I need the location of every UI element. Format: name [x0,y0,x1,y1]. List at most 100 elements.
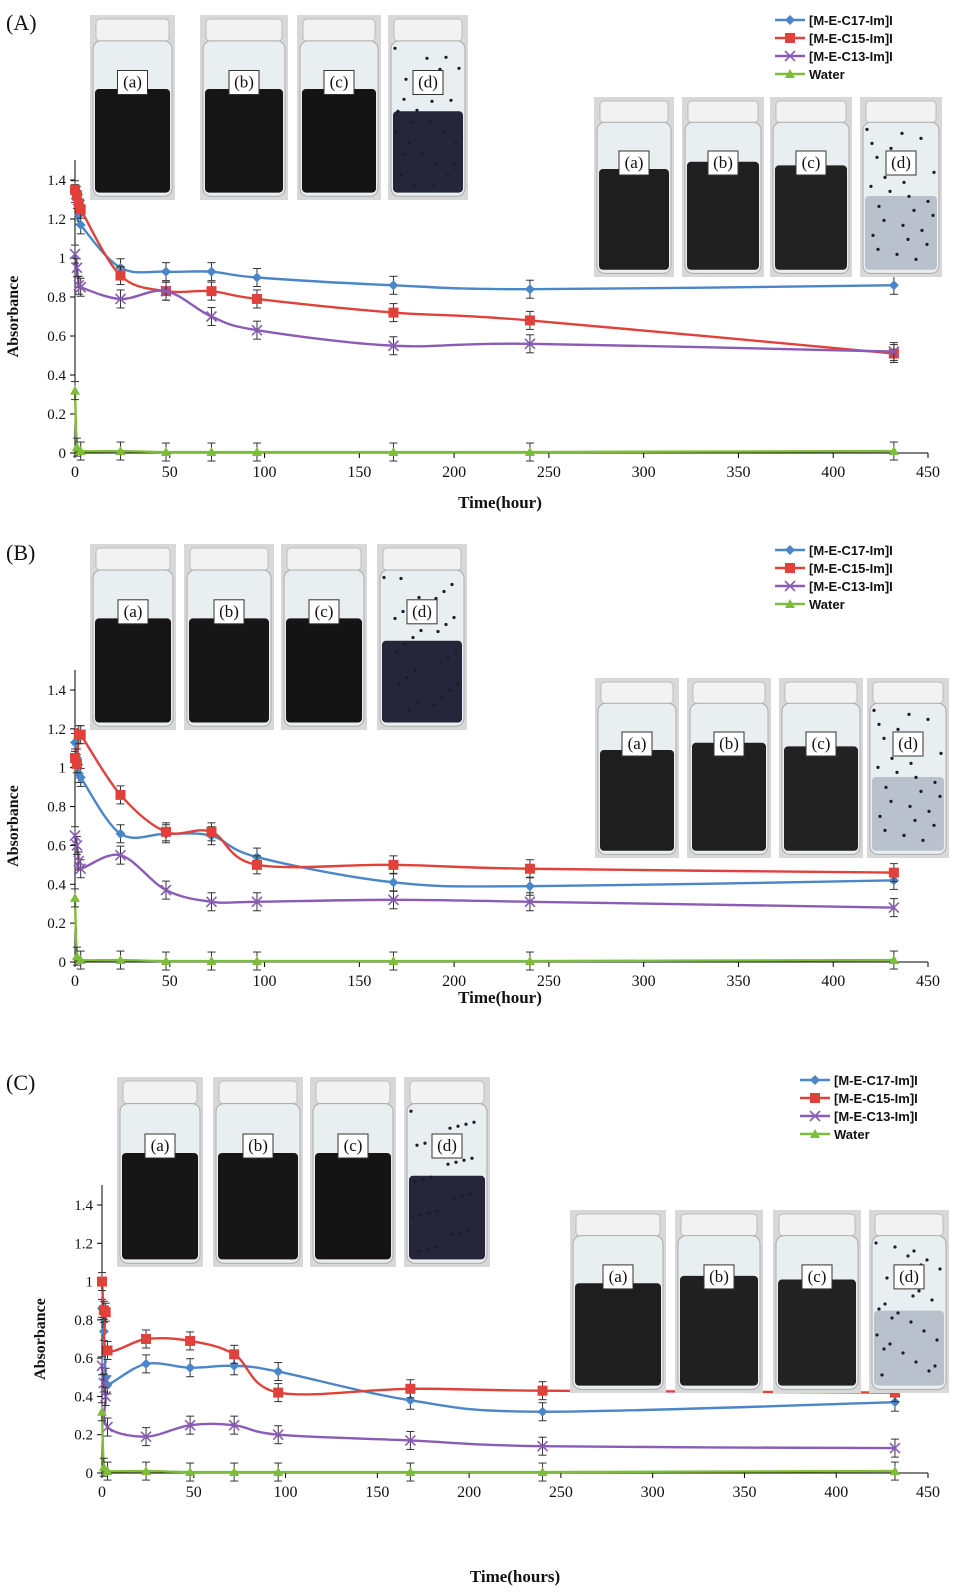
particle [896,727,900,731]
chart-c: (C) 0 0.2 0.4 0.6 0.8 1 1.2 1.4 0 50 100 150 200 250 30… [6,1070,949,1586]
particle [415,108,419,112]
data-point [185,1362,196,1373]
photo-label: (b) [709,1267,729,1286]
data-point [251,324,263,336]
y-tick-label: 0.4 [47,368,66,384]
particle [430,99,434,103]
data-point [272,1429,284,1441]
photo-label: (a) [151,1136,170,1155]
particle [452,1196,456,1200]
vial-photo-top-4: (d) [377,544,467,730]
particle [433,162,437,166]
y-axis-label: Absorbance [5,785,22,867]
vial-photo-right-1: (a) [595,678,679,858]
data-point [75,955,86,965]
data-point [141,1334,152,1344]
particle [875,155,879,159]
vial-photo-top-2: (b) [200,15,288,200]
particle [932,823,936,827]
vial-liquid [302,89,376,193]
data-point [75,772,86,783]
photo-label: (d) [412,602,432,621]
particle [434,596,438,601]
particle [906,237,910,241]
photo-label-box [621,731,653,757]
vial-liquid [122,1153,198,1260]
y-tick-label: 0.6 [47,838,66,854]
particle [874,1241,878,1245]
particle [411,635,415,640]
photo-label-box [213,599,245,625]
series-c13 [69,826,900,918]
photo-label: (b) [713,153,733,172]
panel-label: (A) [6,10,37,35]
data-point [102,1466,113,1476]
photo-label: (d) [891,153,911,172]
series-line [73,390,894,454]
particle [457,66,461,70]
particle [888,189,892,193]
photo-label-box [242,1133,274,1159]
particle [409,1109,413,1113]
particle [880,1373,884,1377]
data-point [114,293,127,305]
particle [432,702,436,707]
x-tick-label: 250 [549,1484,573,1501]
data-point [524,881,535,892]
x-tick-label: 50 [186,1484,202,1501]
data-point [888,346,900,358]
data-point [100,1390,112,1402]
x-tick-label: 0 [71,464,79,481]
photo-label-box [117,70,148,95]
data-point [97,1276,107,1287]
data-point [404,1434,416,1447]
data-point [524,338,536,350]
vial-liquid [692,742,766,851]
data-point [889,1442,901,1454]
y-tick-label: 0.8 [47,290,66,306]
x-tick-label: 250 [537,973,561,990]
data-point [160,826,171,837]
data-point [115,270,126,281]
data-point [251,293,262,304]
particle [450,582,454,587]
vial-cap [393,18,463,42]
vial-liquid [382,640,462,723]
photo-label: (c) [315,602,334,621]
particle [399,172,403,176]
particle [882,736,886,740]
photo-label-box [703,1264,735,1290]
particle [890,756,894,760]
data-point [388,307,399,318]
x-tick-label: 300 [632,464,656,481]
vial-cap [122,1080,198,1105]
vial-photo-right-4: (d) [867,678,949,858]
particle [393,616,397,621]
particle [902,833,906,837]
data-point [115,828,126,839]
particle [413,1179,417,1183]
vial-photo-top-1: (a) [117,1077,203,1267]
particle [889,146,893,150]
particle [394,129,398,133]
series-line [73,742,894,888]
vial-cap [600,681,674,705]
particle [435,1209,439,1213]
data-point [140,1431,152,1443]
particle [456,681,460,686]
particle [930,1298,934,1302]
vial-cap [382,547,462,571]
particle [914,1360,918,1364]
particle [927,1369,931,1373]
particle [900,131,904,135]
vial-cap [687,100,759,124]
legend-label: [M-E-C15-Im]I [809,561,893,576]
data-point [810,1075,820,1085]
data-point [405,1395,416,1406]
vial-liquid [205,89,283,193]
y-tick-label: 1.4 [47,683,66,699]
data-point [115,446,126,456]
x-tick-label: 300 [632,973,656,990]
particle [417,1249,421,1253]
x-tick-label: 300 [641,1484,665,1501]
